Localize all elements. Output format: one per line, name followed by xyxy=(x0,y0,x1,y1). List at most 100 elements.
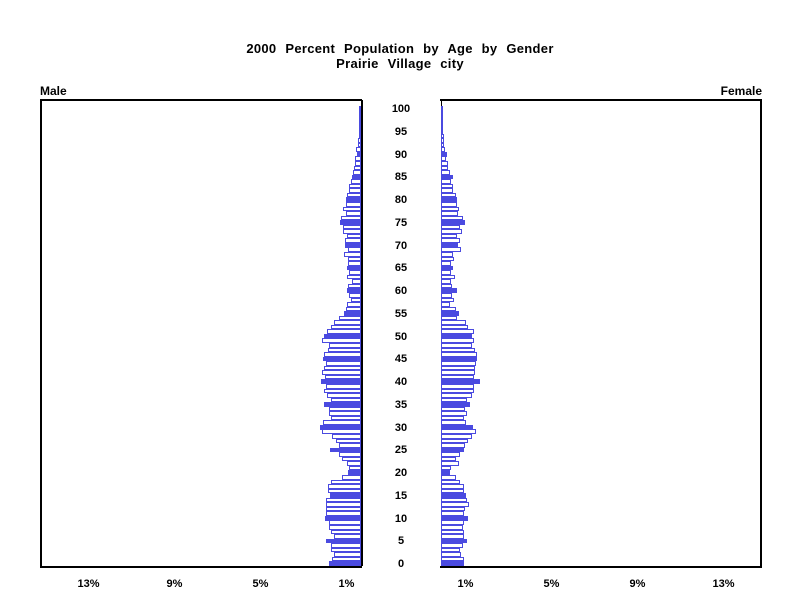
bar-male-age-35 xyxy=(324,402,361,407)
xtick-female-5: 5% xyxy=(543,578,560,590)
bar-female-age-48 xyxy=(441,343,473,348)
bar-female-age-99 xyxy=(441,110,443,116)
bar-female-age-41 xyxy=(441,374,474,380)
bar-male-age-85 xyxy=(351,174,361,180)
bar-male-age-68 xyxy=(344,252,361,257)
bar-female-age-21 xyxy=(441,465,452,471)
bar-female-age-24 xyxy=(441,452,461,457)
bar-male-age-8 xyxy=(329,525,361,530)
bar-female-age-33 xyxy=(441,411,468,416)
bar-male-age-44 xyxy=(325,361,361,366)
male-zero-axis xyxy=(361,100,363,566)
bar-male-age-22 xyxy=(346,461,361,466)
age-axis-tick-55: 55 xyxy=(394,307,408,320)
bar-female-age-93 xyxy=(441,138,445,143)
bar-male-age-31 xyxy=(323,420,361,425)
bar-female-age-37 xyxy=(441,393,473,398)
bar-male-age-77 xyxy=(345,211,361,216)
bar-male-age-7 xyxy=(330,529,361,535)
bar-female-age-91 xyxy=(441,147,445,152)
bar-male-age-67 xyxy=(348,256,361,262)
bar-female-age-28 xyxy=(441,434,473,439)
bar-female-age-75 xyxy=(441,220,466,225)
bar-male-age-25 xyxy=(329,447,361,453)
bar-female-age-13 xyxy=(441,502,469,507)
bar-female-age-46 xyxy=(441,352,477,357)
bar-female-age-15 xyxy=(441,493,467,498)
bar-female-age-30 xyxy=(441,424,473,430)
bar-female-age-88 xyxy=(441,161,448,166)
bar-female-age-52 xyxy=(441,324,469,330)
age-axis-tick-70: 70 xyxy=(394,239,408,252)
bar-female-age-57 xyxy=(441,302,451,307)
bar-male-age-87 xyxy=(353,165,361,171)
bar-male-age-38 xyxy=(324,388,361,394)
bar-female-age-50 xyxy=(441,333,473,339)
bar-male-age-28 xyxy=(332,434,361,439)
bar-female-age-60 xyxy=(441,288,457,293)
bar-female-age-32 xyxy=(441,415,464,421)
bar-female-age-94 xyxy=(441,133,444,139)
bar-female-age-100 xyxy=(441,106,443,111)
chart-title: 2000 Percent Population by Age by Gender… xyxy=(0,41,800,71)
bar-male-age-33 xyxy=(329,411,361,416)
bar-male-age-82 xyxy=(349,188,361,193)
bar-female-age-67 xyxy=(441,256,454,262)
bar-male-age-26 xyxy=(338,443,361,448)
bar-male-age-99 xyxy=(359,110,361,116)
bar-female-age-25 xyxy=(441,447,464,453)
bar-female-age-29 xyxy=(441,429,477,435)
bar-male-age-61 xyxy=(348,283,361,289)
bar-male-age-58 xyxy=(350,297,361,303)
bar-male-age-83 xyxy=(349,183,361,189)
bar-female-age-74 xyxy=(441,224,460,230)
bar-male-age-37 xyxy=(327,393,361,398)
bar-male-age-62 xyxy=(351,279,361,284)
bar-female-age-51 xyxy=(441,329,474,334)
bar-female-age-16 xyxy=(441,488,465,494)
bar-male-age-74 xyxy=(343,224,361,230)
bar-female-age-58 xyxy=(441,297,454,303)
bar-male-age-2 xyxy=(333,552,361,557)
bar-female-age-87 xyxy=(441,165,449,171)
bar-female-age-73 xyxy=(441,229,462,234)
bar-male-age-17 xyxy=(328,484,361,489)
bar-female-age-55 xyxy=(441,311,460,316)
bar-female-age-54 xyxy=(441,315,458,321)
age-axis-tick-65: 65 xyxy=(394,262,408,275)
bar-male-age-21 xyxy=(349,465,361,471)
bar-male-age-78 xyxy=(343,206,361,212)
bar-female-age-36 xyxy=(441,397,468,403)
bar-male-age-49 xyxy=(322,338,361,344)
xtick-male-5: 5% xyxy=(252,578,269,590)
bar-male-age-45 xyxy=(323,356,361,362)
bar-female-age-49 xyxy=(441,338,474,344)
age-axis-tick-45: 45 xyxy=(394,353,408,366)
bar-female-age-53 xyxy=(441,320,466,325)
bar-male-age-1 xyxy=(332,556,361,562)
bar-male-age-76 xyxy=(341,215,361,221)
bar-female-age-90 xyxy=(441,151,448,157)
bar-male-age-80 xyxy=(345,197,361,202)
bar-female-age-35 xyxy=(441,402,470,407)
bar-female-age-70 xyxy=(441,242,458,248)
bar-male-age-55 xyxy=(344,311,361,316)
bar-female-age-71 xyxy=(441,238,461,243)
bar-male-age-79 xyxy=(345,201,361,207)
bar-male-age-30 xyxy=(320,424,361,430)
age-axis-tick-40: 40 xyxy=(394,376,408,389)
bar-male-age-90 xyxy=(357,151,361,157)
male-panel-left-border xyxy=(40,99,42,568)
bar-female-age-85 xyxy=(441,174,453,180)
bar-female-age-97 xyxy=(441,120,444,125)
male-panel-top-border xyxy=(40,99,362,101)
bar-male-age-95 xyxy=(358,129,361,134)
bar-female-age-2 xyxy=(441,552,461,557)
bar-female-age-0 xyxy=(441,561,464,566)
bar-female-age-9 xyxy=(441,520,465,526)
age-axis-tick-5: 5 xyxy=(397,535,405,548)
bar-male-age-42 xyxy=(322,370,361,375)
bar-male-age-47 xyxy=(328,347,361,353)
bar-female-age-23 xyxy=(441,456,457,462)
